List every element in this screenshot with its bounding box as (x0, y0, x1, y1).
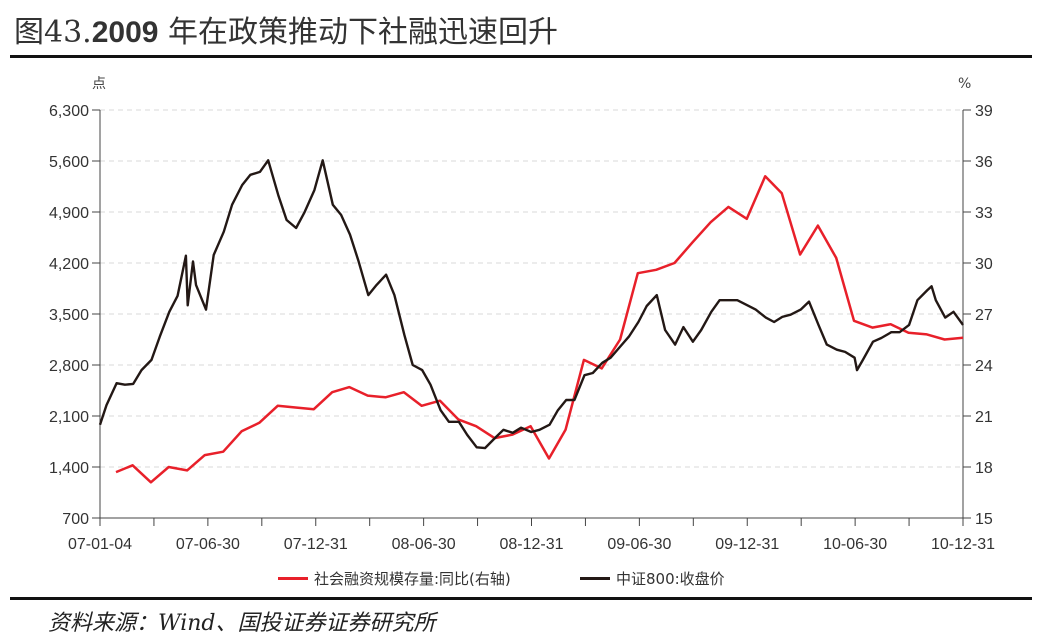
right-tick-label: 36 (975, 154, 993, 171)
series-line-csi800-close (98, 159, 964, 450)
left-tick-label: 4,900 (49, 205, 89, 222)
right-tick-label: 18 (975, 460, 993, 477)
x-tick-label: 10-06-30 (823, 536, 887, 553)
x-tick-label: 07-12-31 (284, 536, 348, 553)
figure-title: 图43.2009 年在政策推动下社融迅速回升 (14, 15, 558, 50)
gridlines (100, 109, 963, 468)
left-tick-label: 2,100 (49, 409, 89, 426)
right-tick-label: 24 (975, 358, 993, 375)
legend: 社会融资规模存量:同比(右轴) 中证800:收盘价 (278, 570, 725, 588)
left-tick-label: 1,400 (49, 460, 89, 477)
x-tick-label: 10-12-31 (931, 536, 995, 553)
axes: 700 15 1,400 18 2,100 21 2,800 24 3,500 27 4,200 30… (49, 103, 995, 553)
legend-swatch-black (580, 577, 610, 580)
x-tick-label: 09-06-30 (607, 536, 671, 553)
right-tick-label: 39 (975, 103, 993, 120)
series-lines (98, 159, 964, 484)
left-tick-label: 4,200 (49, 256, 89, 273)
left-tick-label: 700 (62, 511, 89, 528)
x-tick-label: 08-12-31 (499, 536, 563, 553)
legend-label-red: 社会融资规模存量:同比(右轴) (314, 570, 511, 588)
x-tick-label: 07-06-30 (176, 536, 240, 553)
left-axis-unit: 点 (92, 76, 106, 92)
right-tick-label: 33 (975, 205, 993, 222)
x-tick-label: 07-01-04 (68, 536, 132, 553)
left-tick-label: 6,300 (49, 103, 89, 120)
left-tick-label: 3,500 (49, 307, 89, 324)
x-tick-label: 09-12-31 (715, 536, 779, 553)
title-rule (10, 55, 1032, 58)
series-line-social-financing-yoy (115, 175, 964, 484)
legend-swatch-red (278, 577, 308, 580)
right-tick-label: 27 (975, 307, 993, 324)
legend-label-black: 中证800:收盘价 (616, 570, 725, 588)
source-rule (10, 597, 1032, 600)
right-tick-label: 30 (975, 256, 993, 273)
right-axis-unit: % (958, 76, 971, 92)
right-tick-label: 15 (975, 511, 993, 528)
left-tick-label: 5,600 (49, 154, 89, 171)
source-note: 资料来源：Wind、国投证券证券研究所 (48, 611, 439, 636)
right-tick-label: 21 (975, 409, 993, 426)
left-tick-label: 2,800 (49, 358, 89, 375)
x-tick-label: 08-06-30 (392, 536, 456, 553)
